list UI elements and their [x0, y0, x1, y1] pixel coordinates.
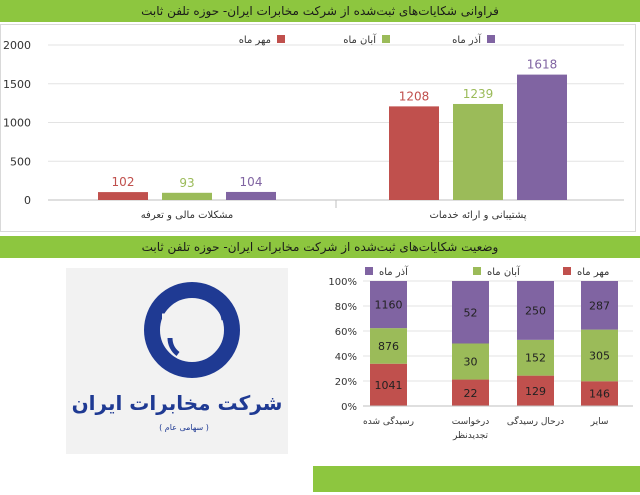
x-category-label: رسیدگی شده — [363, 415, 414, 427]
x-category-label: درحال رسیدگی — [507, 415, 564, 427]
stacked-bar-segment — [452, 343, 489, 380]
legend-swatch — [277, 35, 285, 43]
y-tick-label: 2000 — [3, 39, 31, 52]
tci-logo-emblem-icon — [144, 282, 240, 378]
bar — [226, 191, 276, 200]
segment-value-label: 287 — [589, 299, 610, 312]
stacked-bar-segment — [452, 379, 489, 406]
bar-value-label: 1239 — [463, 87, 494, 101]
stacked-bar-segment — [517, 375, 554, 406]
y-tick-label: 100% — [328, 277, 357, 288]
bar-value-label: 1618 — [527, 58, 558, 72]
footer-band — [313, 466, 640, 492]
segment-value-label: 305 — [589, 349, 610, 362]
y-tick-label: 0 — [24, 194, 31, 207]
segment-value-label: 876 — [378, 340, 399, 353]
y-tick-label: 0% — [341, 402, 357, 413]
complaints-frequency-chart-frame — [0, 24, 636, 232]
complaints-frequency-chart: 0 500 1000 1500 2000 102 93 104 مشکلات مالی و تع… — [3, 33, 624, 221]
segment-value-label: 22 — [464, 387, 478, 400]
complaints-status-chart: 0% 20% 40% 60% 80% 100% 1041 876 1160 رسیدگی شده 2… — [328, 265, 633, 441]
legend-label: آبان ماه — [487, 265, 521, 278]
y-tick-label: 1500 — [3, 78, 31, 91]
bar-value-label: 1208 — [399, 89, 430, 103]
stacked-bar-segment — [452, 281, 489, 344]
logo-panel: شرکت مخابرات ایران ( سهامی عام ) — [66, 268, 288, 454]
bar-value-label: 104 — [240, 175, 263, 189]
y-tick-label: 500 — [10, 155, 31, 168]
stacked-bar-segment — [517, 339, 554, 376]
segment-value-label: 52 — [464, 306, 478, 319]
y-tick-label: 40% — [335, 352, 357, 363]
chart-title-top: فراوانی شکایات‌های ثبت‌شده از شرکت مخابر… — [0, 0, 640, 22]
segment-value-label: 250 — [525, 304, 546, 317]
segment-value-label: 1160 — [375, 299, 403, 312]
legend-swatch — [487, 35, 495, 43]
stacked-bar-segment — [581, 381, 618, 406]
legend-label: آذر ماه — [452, 33, 482, 46]
segment-value-label: 1041 — [375, 379, 403, 392]
bar — [389, 106, 439, 200]
legend-label: آذر ماه — [379, 265, 409, 278]
bar-value-label: 102 — [112, 175, 135, 189]
x-category-label: درخواست — [452, 417, 489, 427]
stacked-bar-segment — [370, 363, 407, 406]
legend-label: مهر ماه — [577, 267, 609, 278]
y-tick-label: 20% — [335, 377, 357, 388]
y-tick-label: 60% — [335, 327, 357, 338]
bar — [162, 192, 212, 200]
x-category-label: پشتیبانی و ارائه خدمات — [429, 210, 526, 221]
stacked-bar-segment — [581, 281, 618, 330]
x-category-label: سایر — [590, 417, 609, 427]
chart-title-middle: وضعیت شکایات‌های ثبت‌شده از شرکت مخابرات… — [0, 236, 640, 258]
bar-value-label: 93 — [179, 176, 194, 190]
stacked-bar-segment — [517, 281, 554, 340]
segment-value-label: 30 — [464, 356, 478, 369]
segment-value-label: 129 — [525, 385, 546, 398]
bar — [517, 74, 567, 200]
stacked-bar-segment — [370, 281, 407, 329]
legend-label: مهر ماه — [239, 35, 271, 46]
stacked-bar-segment — [370, 328, 407, 364]
legend-swatch — [563, 267, 571, 275]
legend-swatch — [365, 267, 373, 275]
bar — [98, 192, 148, 200]
segment-value-label: 146 — [589, 388, 610, 401]
legend-swatch — [473, 267, 481, 275]
tci-logo: شرکت مخابرات ایران ( سهامی عام ) — [72, 282, 283, 432]
legend-label: آبان ماه — [343, 33, 377, 46]
legend-swatch — [382, 35, 390, 43]
bar — [453, 103, 503, 200]
y-tick-label: 1000 — [3, 117, 31, 130]
x-category-label: تجدیدنظر — [452, 431, 489, 441]
segment-value-label: 152 — [525, 352, 546, 365]
x-category-label: مشکلات مالی و تعرفه — [141, 210, 234, 221]
stacked-bar-segment — [581, 329, 618, 382]
logo-company-name: شرکت مخابرات ایران — [72, 391, 283, 415]
y-tick-label: 80% — [335, 302, 357, 313]
logo-company-subtitle: ( سهامی عام ) — [159, 423, 209, 432]
